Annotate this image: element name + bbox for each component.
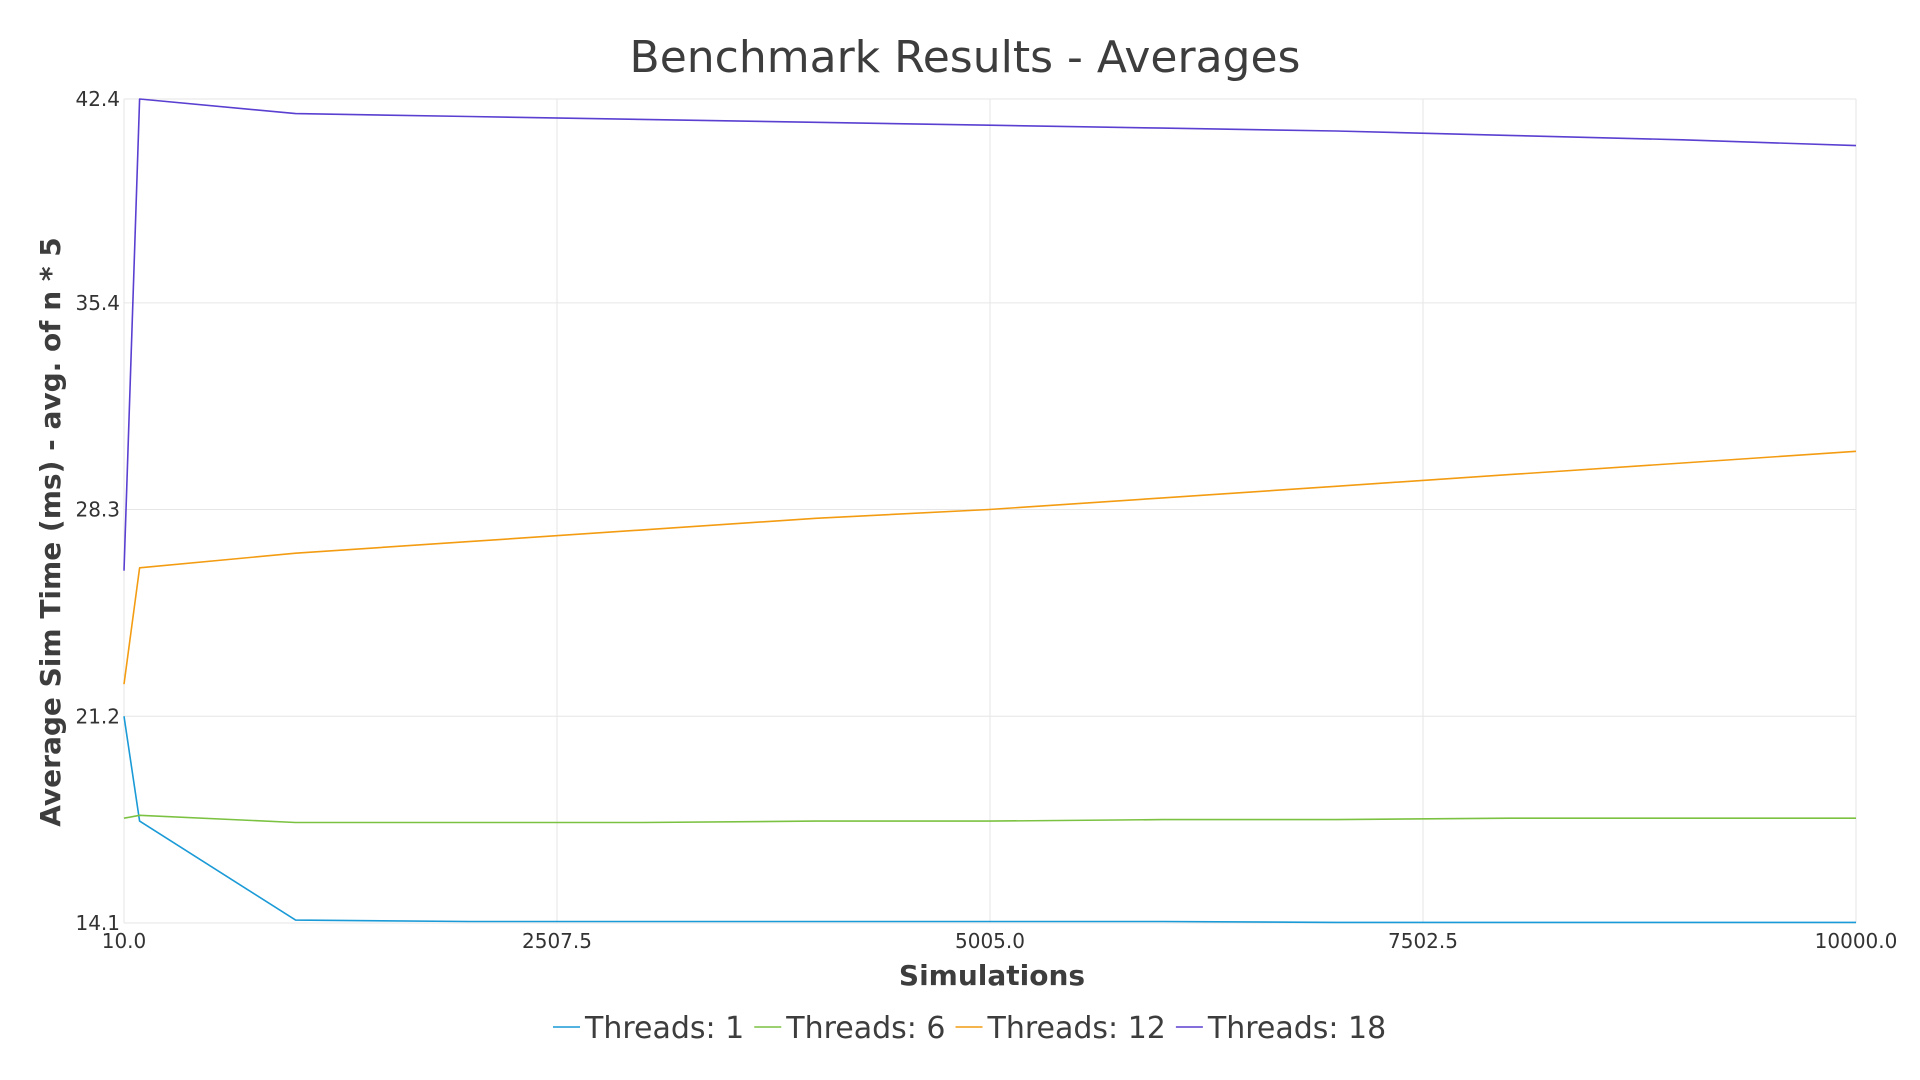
legend-label: Threads: 6	[785, 1011, 945, 1046]
y-tick-label: 21.2	[75, 704, 120, 728]
legend: Threads: 1 Threads: 6 Threads: 12 Threads: …	[553, 1011, 1386, 1046]
x-tick-label: 5005.0	[955, 929, 1025, 953]
legend-label: Threads: 18	[1207, 1011, 1386, 1046]
legend-label: Threads: 12	[987, 1011, 1166, 1046]
x-tick-label: 10000.0	[1815, 929, 1898, 953]
legend-label: Threads: 1	[584, 1011, 744, 1046]
chart-title: Benchmark Results - Averages	[630, 32, 1301, 83]
y-axis-ticks: 42.4 35.4 28.3 21.2 14.1	[75, 87, 120, 935]
x-tick-label: 2507.5	[522, 929, 592, 953]
legend-item: Threads: 12	[955, 1011, 1166, 1046]
y-tick-label: 28.3	[75, 498, 120, 522]
series-lines	[123, 98, 1857, 924]
legend-item: Threads: 1	[553, 1011, 744, 1046]
legend-item: Threads: 6	[754, 1011, 946, 1046]
x-axis-label: Simulations	[899, 959, 1085, 992]
y-tick-label: 14.1	[75, 911, 120, 935]
series-line-threads-1	[123, 716, 1856, 924]
y-axis-label: Average Sim Time (ms) - avg. of n * 5	[34, 237, 67, 827]
grid-lines	[123, 98, 1857, 924]
x-axis-ticks: 10.0 2507.5 5005.0 7502.5 10000.0	[102, 929, 1898, 953]
y-tick-label: 42.4	[75, 87, 120, 111]
x-tick-label: 7502.5	[1388, 929, 1458, 953]
series-line-threads-18	[123, 98, 1857, 571]
legend-item: Threads: 18	[1175, 1011, 1386, 1046]
series-line-threads-12	[123, 450, 1857, 685]
x-tick-label: 10.0	[102, 929, 147, 953]
series-line-threads-6	[123, 814, 1856, 824]
y-tick-label: 35.4	[75, 291, 120, 315]
